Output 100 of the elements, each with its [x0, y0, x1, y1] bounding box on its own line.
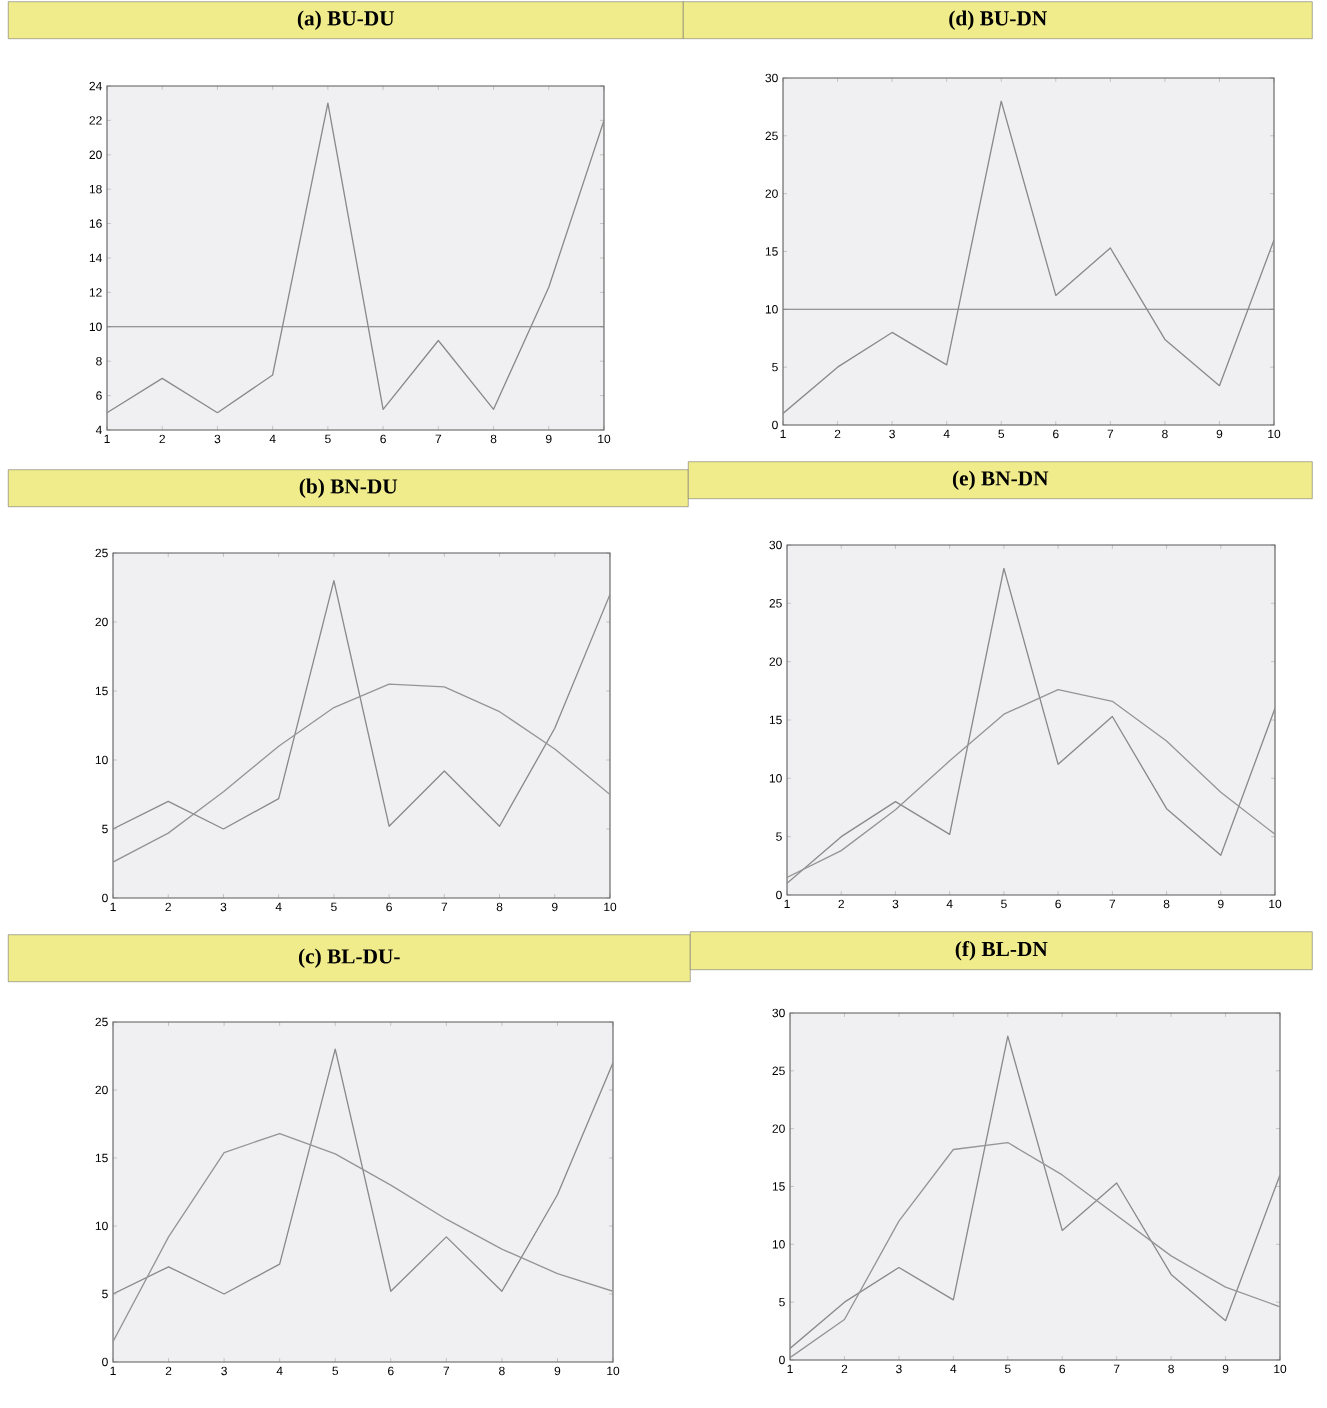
x-tick-label: 5 [331, 902, 337, 912]
y-tick-label: 30 [772, 1008, 785, 1018]
x-tick-label: 4 [275, 902, 282, 911]
y-tick-label: 10 [95, 1221, 108, 1231]
x-tick-label: 7 [1109, 899, 1116, 908]
y-tick-label: 15 [769, 715, 782, 725]
x-tick-label: 2 [834, 429, 841, 439]
chart-title: (a) BU-DU [297, 10, 395, 30]
y-tick-label: 6 [96, 391, 102, 400]
x-tick-label: 10 [607, 1366, 620, 1376]
x-tick-label: 8 [1168, 1364, 1174, 1374]
y-tick-label: 14 [89, 253, 102, 263]
y-tick-label: 15 [95, 1153, 108, 1163]
x-tick-label: 2 [165, 902, 171, 912]
y-tick-label: 8 [96, 356, 102, 366]
y-tick-label: 30 [765, 73, 778, 83]
y-tick-label: 0 [102, 1357, 108, 1367]
x-tick-label: 3 [214, 434, 221, 444]
x-tick-label: 3 [221, 1366, 227, 1376]
y-tick-label: 10 [765, 305, 778, 314]
y-tick-label: 22 [89, 116, 102, 125]
y-tick-label: 16 [89, 219, 102, 228]
y-tick-label: 5 [779, 1297, 785, 1307]
x-tick-label: 7 [441, 902, 448, 911]
x-tick-label: 6 [1059, 1364, 1066, 1374]
x-tick-label: 9 [554, 1366, 561, 1376]
x-tick-label: 8 [1162, 429, 1168, 439]
x-tick-label: 10 [1269, 899, 1282, 909]
x-tick-label: 6 [388, 1366, 394, 1376]
x-tick-label: 1 [784, 899, 790, 908]
x-tick-label: 4 [276, 1366, 283, 1375]
y-tick-label: 0 [102, 893, 108, 903]
y-tick-label: 25 [772, 1066, 785, 1076]
x-tick-label: 10 [1274, 1364, 1287, 1374]
x-tick-label: 4 [269, 434, 276, 443]
x-tick-label: 4 [946, 899, 953, 908]
x-tick-label: 5 [1001, 899, 1007, 909]
x-tick-label: 9 [546, 434, 552, 444]
y-tick-label: 15 [772, 1182, 785, 1191]
line-series [787, 567, 1276, 884]
chart-title: (e) BN-DN [952, 470, 1049, 490]
y-tick-label: 5 [772, 362, 778, 372]
x-tick-label: 3 [896, 1364, 902, 1374]
x-tick-label: 2 [841, 1364, 848, 1374]
chart-title: (c) BL-DU- [298, 948, 400, 968]
chart-title: (b) BN-DU [299, 478, 398, 498]
y-tick-label: 20 [769, 657, 782, 666]
x-tick-label: 1 [780, 429, 786, 438]
x-tick-label: 3 [889, 429, 895, 439]
line-series [783, 100, 1275, 415]
x-tick-label: 3 [892, 899, 899, 909]
y-tick-label: 5 [102, 1289, 108, 1299]
chart-title: (f) BL-DN [955, 940, 1048, 961]
y-tick-label: 0 [779, 1355, 785, 1365]
x-tick-label: 10 [604, 902, 617, 912]
y-tick-label: 20 [95, 1085, 108, 1095]
y-tick-label: 20 [89, 150, 102, 160]
y-tick-label: 10 [89, 322, 102, 332]
y-tick-label: 10 [769, 774, 782, 783]
y-tick-label: 20 [765, 189, 778, 198]
x-tick-label: 6 [380, 434, 386, 444]
x-tick-label: 6 [1055, 899, 1061, 909]
x-tick-label: 2 [838, 899, 844, 909]
x-tick-label: 9 [1218, 899, 1224, 909]
x-tick-label: 1 [110, 902, 116, 911]
x-tick-label: 4 [943, 429, 950, 438]
x-tick-label: 5 [332, 1366, 339, 1376]
x-tick-label: 7 [1113, 1364, 1120, 1373]
y-tick-label: 25 [95, 548, 108, 558]
y-tick-label: 10 [95, 755, 108, 765]
x-tick-label: 9 [552, 902, 558, 912]
y-tick-label: 25 [95, 1017, 108, 1027]
x-tick-label: 7 [443, 1366, 450, 1375]
y-tick-label: 5 [102, 824, 108, 834]
y-tick-label: 15 [765, 247, 778, 256]
y-tick-label: 20 [95, 617, 108, 627]
line-series [107, 102, 604, 414]
y-tick-label: 0 [772, 420, 778, 430]
x-tick-label: 5 [998, 429, 1005, 439]
x-tick-label: 8 [1163, 899, 1170, 909]
x-tick-label: 2 [159, 434, 165, 444]
y-tick-label: 18 [89, 184, 102, 194]
y-tick-label: 20 [772, 1124, 785, 1133]
y-tick-label: 12 [89, 288, 102, 297]
x-tick-label: 6 [386, 902, 392, 912]
y-tick-label: 25 [765, 131, 778, 141]
y-tick-label: 30 [769, 540, 782, 550]
x-tick-label: 1 [104, 434, 110, 443]
x-tick-label: 1 [110, 1366, 116, 1375]
x-tick-label: 6 [1053, 429, 1059, 439]
y-tick-label: 10 [772, 1240, 785, 1249]
y-tick-label: 24 [89, 81, 102, 91]
y-tick-label: 25 [769, 599, 782, 608]
x-tick-label: 10 [598, 434, 611, 444]
y-tick-label: 0 [776, 890, 782, 900]
chart-title: (d) BU-DN [949, 10, 1047, 30]
x-tick-label: 8 [499, 1366, 505, 1376]
x-tick-label: 8 [490, 434, 497, 444]
x-tick-label: 7 [1107, 429, 1114, 438]
x-tick-label: 3 [220, 902, 227, 912]
